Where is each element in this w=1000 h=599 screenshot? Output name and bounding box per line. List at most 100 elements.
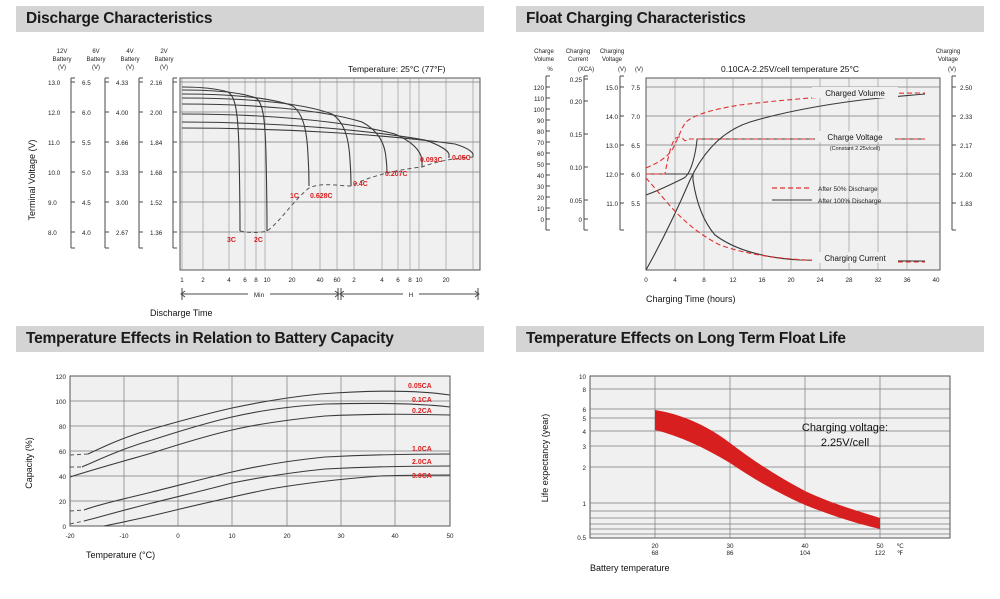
svg-text:4: 4: [227, 277, 231, 284]
svg-text:-20: -20: [65, 533, 75, 540]
svg-text:60: 60: [59, 449, 67, 456]
capacity-gridlines-v: [123, 376, 396, 526]
panel-header-float-charging: Float Charging Characteristics: [516, 6, 984, 32]
svg-text:90: 90: [537, 118, 545, 125]
svg-text:11.0: 11.0: [48, 140, 60, 147]
chart-discharge-characteristics: 12V Battery (V) 6V Battery (V) 4V Batter…: [27, 49, 481, 318]
svg-text:70: 70: [537, 140, 545, 147]
float-life-band: [655, 410, 880, 529]
curve-005ca-dashed: [69, 453, 89, 456]
label-charging-current: Charging Current: [824, 254, 886, 263]
svg-text:Current: Current: [568, 57, 588, 63]
label-charge-voltage: Charge Voltage: [827, 133, 883, 142]
svg-text:4.5: 4.5: [82, 200, 91, 207]
svg-text:0: 0: [176, 533, 180, 540]
float-legend: After 50% Discharge After 100% Discharge: [772, 186, 882, 205]
temperature-annotation: Temperature: 25°C (77°F): [348, 64, 446, 74]
y-axis-6v-unit: (V): [92, 65, 100, 71]
right-axis-unit: (V): [948, 67, 956, 73]
curve-01ca: [81, 402, 451, 468]
y-axis-12v-header: 12V: [57, 49, 68, 55]
svg-text:6.5: 6.5: [82, 80, 91, 87]
y-axis-2v-header: 2V: [160, 49, 167, 55]
svg-text:10.0: 10.0: [48, 170, 61, 177]
x-axis-ticks-float-life: 20 68 30 86 40 104 50 122 ℃ ℉: [651, 543, 903, 557]
svg-text:10: 10: [228, 533, 236, 540]
svg-text:20: 20: [787, 277, 795, 284]
svg-text:10: 10: [415, 277, 423, 284]
curve-005ca: [87, 390, 451, 455]
svg-text:8: 8: [582, 387, 586, 394]
panel-float-life: Temperature Effects on Long Term Float L…: [500, 320, 1000, 599]
svg-text:6: 6: [243, 277, 247, 284]
svg-text:4.00: 4.00: [116, 110, 129, 117]
curve-label-005c: 0.05C: [452, 155, 471, 162]
curve-label-30ca: 3.0CA: [412, 473, 432, 480]
curve-label-20ca: 2.0CA: [412, 459, 432, 466]
svg-text:4: 4: [582, 429, 586, 436]
svg-text:1.84: 1.84: [150, 140, 163, 147]
float-gridlines-h: [646, 86, 940, 233]
curve-label-0628c: 0.628C: [310, 193, 333, 200]
x-span-label-min: Min: [254, 292, 265, 299]
svg-text:12.0: 12.0: [48, 110, 61, 117]
axis-charging-voltage: 15.0 14.0 13.0 12.0 11.0: [606, 75, 624, 231]
svg-text:2.50: 2.50: [960, 85, 973, 92]
x-unit-fahrenheit: ℉: [897, 550, 903, 557]
svg-text:30: 30: [537, 184, 545, 191]
svg-text:40: 40: [537, 173, 545, 180]
gridlines-horizontal: [180, 81, 480, 233]
svg-text:7.5: 7.5: [631, 85, 640, 92]
svg-text:13.0: 13.0: [606, 143, 619, 150]
svg-text:Charging: Charging: [936, 49, 960, 55]
svg-text:12: 12: [729, 277, 737, 284]
svg-text:20: 20: [537, 195, 545, 202]
svg-text:28: 28: [845, 277, 853, 284]
y-axis-ticks-capacity: 120 100 80 60 40 20 0: [55, 374, 66, 531]
svg-text:8: 8: [408, 277, 412, 284]
svg-text:40: 40: [316, 277, 324, 284]
svg-text:3.00: 3.00: [116, 200, 129, 207]
y-axis-column-headers: 12V Battery (V) 6V Battery (V) 4V Batter…: [52, 49, 173, 71]
label-charged-volume: Charged Volume: [825, 89, 885, 98]
curve-label-005ca: 0.05CA: [408, 383, 432, 390]
svg-text:16: 16: [758, 277, 766, 284]
chart-temperature-capacity: 120 100 80 60 40 20 0 -20 -10 0 10 20 30 40 50: [24, 374, 454, 560]
panel-header-discharge: Discharge Characteristics: [16, 6, 484, 32]
panel-header-temperature-capacity: Temperature Effects in Relation to Batte…: [16, 326, 484, 352]
capacity-curve-labels: 0.05CA 0.1CA 0.2CA 1.0CA 2.0CA 3.0CA: [408, 383, 432, 480]
axis-charging-current: 0.25 0.20 0.15 0.10 0.05 0: [570, 75, 588, 231]
svg-text:80: 80: [59, 424, 67, 431]
svg-text:30: 30: [337, 533, 345, 540]
svg-text:2.00: 2.00: [150, 110, 163, 117]
svg-text:100: 100: [55, 399, 66, 406]
curve-label-0207c: 0.207C: [385, 171, 408, 178]
panel-temperature-capacity: Temperature Effects in Relation to Batte…: [0, 320, 500, 599]
float-life-gridlines-h: [590, 388, 950, 535]
curve-label-01ca: 0.1CA: [412, 397, 432, 404]
svg-text:24: 24: [816, 277, 824, 284]
svg-text:Charging: Charging: [600, 49, 624, 55]
svg-text:6.0: 6.0: [82, 110, 91, 117]
x-tick-c-40: 40: [801, 543, 809, 550]
chart-float-life: 10 8 6 5 4 3 2 1 0.5 Charging voltage: 2.25V…: [540, 374, 951, 573]
svg-text:10: 10: [579, 374, 587, 381]
y-axis-scales: 13.0 12.0 11.0 10.0 9.0 8.0 6.5 6.0 5.5 5.0 4…: [48, 77, 177, 249]
curve-10ca-dashed: [69, 509, 85, 512]
svg-text:2.16: 2.16: [150, 80, 163, 87]
svg-text:Battery: Battery: [86, 57, 105, 63]
x-tick-c-30: 30: [726, 543, 734, 550]
annotation-line2: 2.25V/cell: [821, 437, 869, 449]
svg-text:0.15: 0.15: [570, 132, 583, 139]
x-axis-title-capacity: Temperature (°C): [86, 550, 155, 560]
x-axis-title-float: Charging Time (hours): [646, 294, 736, 304]
svg-text:Volume: Volume: [534, 57, 555, 63]
annotation-line1: Charging voltage:: [802, 422, 888, 434]
svg-text:2: 2: [582, 465, 586, 472]
x-tick-f-122: 122: [875, 550, 886, 557]
curve-30ca: [103, 474, 451, 527]
curve-label-04c: 0.4C: [353, 181, 368, 188]
svg-text:5.5: 5.5: [631, 201, 640, 208]
svg-text:Voltage: Voltage: [602, 57, 623, 63]
